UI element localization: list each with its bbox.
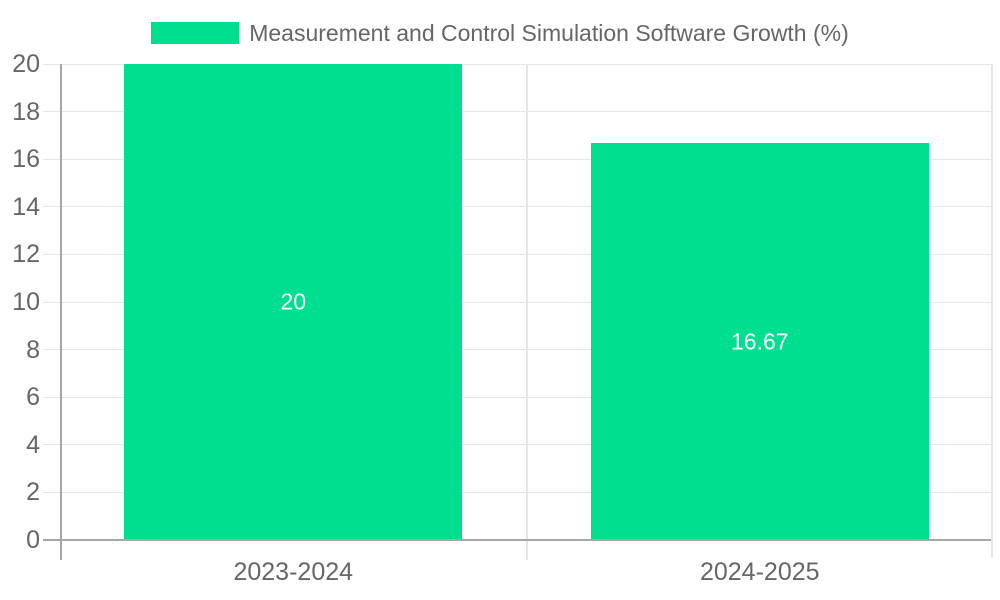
gridline [43, 444, 993, 446]
gridline [43, 206, 993, 208]
y-axis-label: 10 [12, 288, 40, 316]
category-divider [525, 64, 528, 560]
gridline [43, 301, 993, 303]
legend-swatch [151, 22, 240, 44]
y-axis-label: 12 [12, 240, 40, 269]
y-axis-label: 4 [26, 430, 40, 459]
bar[interactable] [124, 64, 463, 540]
y-axis-label: 6 [26, 383, 40, 412]
y-axis-label: 8 [26, 335, 40, 364]
gridline [43, 158, 993, 160]
y-axis-label: 16 [12, 145, 40, 174]
bar-value-label: 20 [280, 288, 307, 315]
y-axis-label: 0 [26, 526, 40, 554]
plot-area: 20 16.67 [43, 63, 993, 560]
legend-item[interactable]: Measurement and Control Simulation Softw… [151, 20, 849, 46]
x-axis-label: 2024-2025 [699, 558, 820, 586]
x-axis-label: 2023-2024 [233, 558, 354, 586]
chart-title: Measurement and Control Simulation Softw… [249, 20, 849, 46]
bar-value-label: 16.67 [730, 328, 789, 355]
gridline [43, 63, 993, 65]
y-axis-label: 18 [12, 97, 40, 126]
gridline [43, 396, 993, 398]
legend: Measurement and Control Simulation Softw… [0, 20, 1000, 46]
y-axis-label: 14 [12, 192, 40, 221]
gridline [43, 253, 993, 255]
bar[interactable] [590, 143, 929, 540]
gridline [43, 349, 993, 351]
plot-right-border [991, 64, 993, 558]
y-axis-label: 2 [26, 478, 40, 507]
x-axis-line [43, 539, 993, 541]
y-axis-line [60, 64, 62, 560]
y-axis-label: 20 [12, 50, 40, 78]
gridline [43, 491, 993, 493]
gridline [43, 111, 993, 113]
